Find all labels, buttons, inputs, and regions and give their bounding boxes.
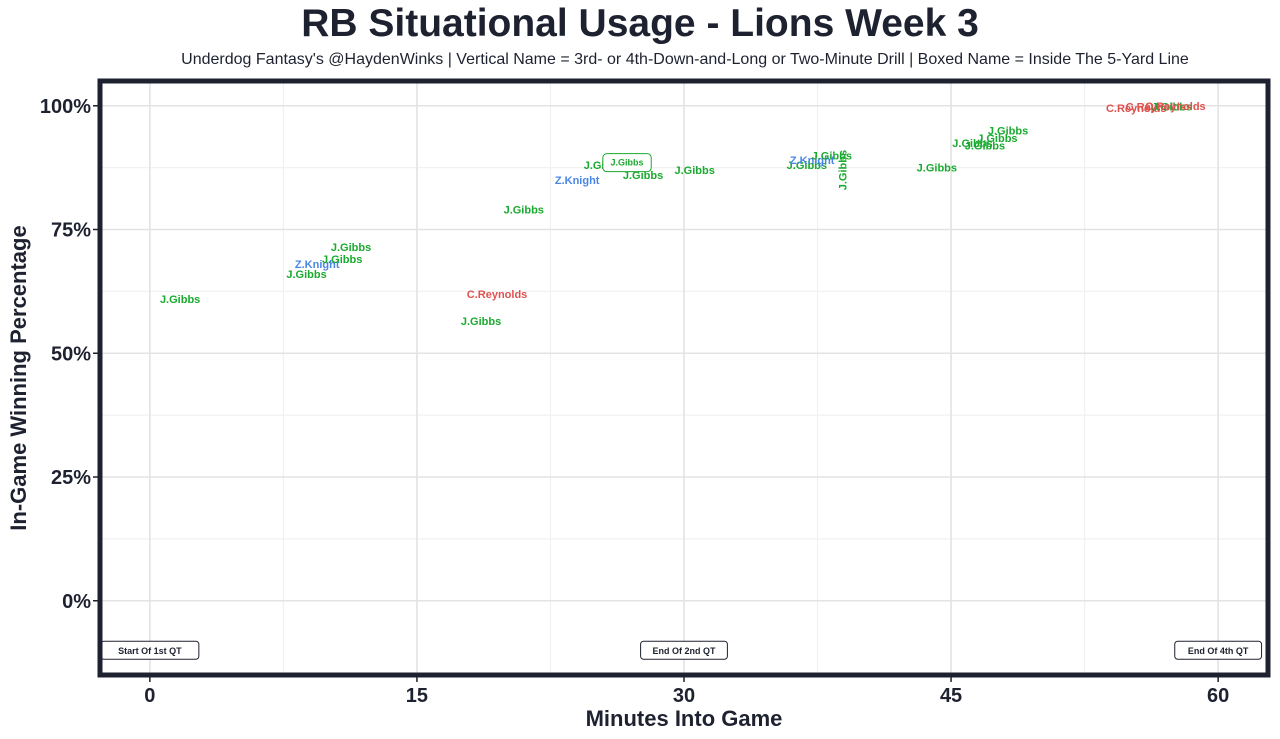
point-label: C.Reynolds [1106,103,1167,115]
boxed-point-label: J.Gibbs [602,153,652,173]
x-tick-label: 60 [1207,685,1229,707]
point-label: J.Gibbs [160,294,200,306]
y-axis-title: In-Game Winning Percentage [6,225,31,530]
quarter-marker-box [1174,640,1263,660]
point-label: J.Gibbs [812,150,852,162]
chart-subtitle: Underdog Fantasy's @HaydenWinks | Vertic… [181,51,1189,68]
quarter-markers: Start Of 1st QT End Of 2nd QT End Of 4th Q… [100,640,1263,660]
x-tick-label: 15 [406,685,428,707]
point-label: J.Gibbs [461,316,501,328]
quarter-marker-text: Start Of 1st QT [118,646,182,656]
quarter-marker-label: End Of 4th QT [1174,640,1263,660]
point-label: C.Reynolds [467,289,528,301]
x-tick-label: 0 [144,685,155,707]
plot-frame [97,78,1271,678]
x-tick-label: 30 [673,685,695,707]
quarter-marker-label: End Of 2nd QT [640,640,728,660]
boxed-point-text: J.Gibbs [611,158,644,168]
y-tick-label: 75% [51,220,91,242]
y-tick-label: 0% [62,591,91,613]
x-tick-label: 45 [940,685,962,707]
y-tick-label: 100% [40,96,91,118]
point-label: J.Gibbs [623,170,663,182]
y-tick-label: 25% [51,467,91,489]
point-label: Z.Knight [295,259,340,271]
point-label: J.Gibbs [787,160,827,172]
point-label: J.Gibbs [322,254,362,266]
point-label: J.Gibbs [988,126,1028,138]
axis-ticks: 0 15 30 45 60 0% 25% 50% 75% 100% [40,96,1229,707]
point-label: J.Gibbs [675,165,715,177]
quarter-marker-label: Start Of 1st QT [100,640,200,660]
point-label: Z.Knight [555,175,600,187]
x-axis-title: Minutes Into Game [586,706,783,731]
point-label: J.Gibbs [504,205,544,217]
point-label: J.Gibbs [952,138,992,150]
point-label: C.Reynolds [1145,101,1206,113]
point-label: J.Gibbs [965,140,1005,152]
point-label: J.Gibbs [837,150,849,190]
point-label: J.Gibbs [286,269,326,281]
y-tick-label: 50% [51,343,91,365]
quarter-marker-box [640,640,728,660]
point-label: J.Gibbs [331,242,371,254]
chart-title: RB Situational Usage - Lions Week 3 [301,2,979,45]
quarter-marker-text: End Of 2nd QT [653,646,716,656]
point-label: J.Gibbs [977,133,1017,145]
gridlines [100,81,1268,675]
point-label: Z.Knight [790,155,835,167]
point-label: J.Gibbs [917,163,957,175]
data-points: J.GibbsJ.GibbsZ.KnightJ.GibbsJ.GibbsJ.Gi… [160,101,1206,328]
point-label: J.Gibbs [1152,102,1192,114]
quarter-marker-text: End Of 4th QT [1188,646,1249,656]
point-label: C.Reynolds [1126,102,1187,114]
boxed-point-box [602,153,652,173]
